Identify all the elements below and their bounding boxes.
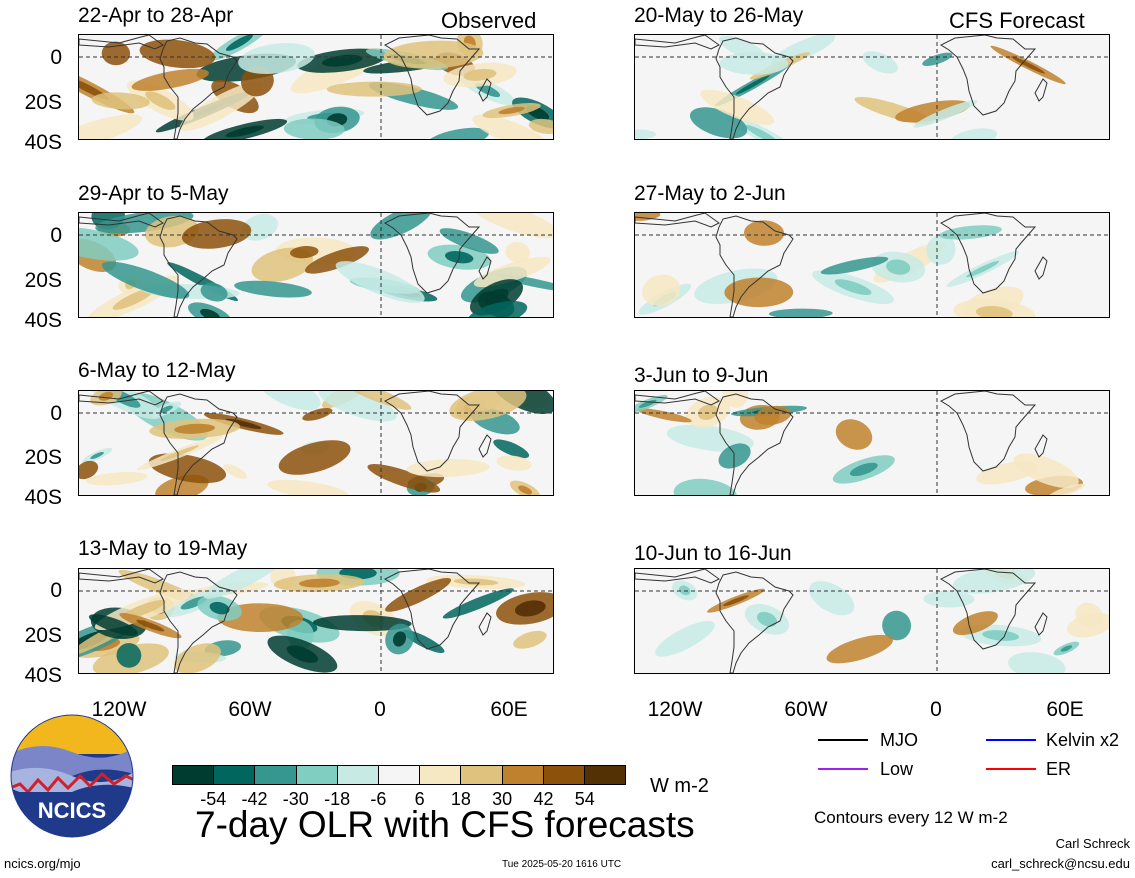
- observed-map-4: [78, 568, 554, 674]
- forecast-period-3: 3-Jun to 9-Jun: [634, 364, 769, 387]
- colorbar-swatch: [543, 766, 585, 784]
- observed-period-1: 22-Apr to 28-Apr: [78, 4, 234, 27]
- y-tick-40s: 40S: [24, 486, 62, 509]
- main-title: 7-day OLR with CFS forecasts: [195, 804, 695, 845]
- forecast-period-2: 27-May to 2-Jun: [634, 182, 786, 205]
- forecast-map-4: [634, 568, 1110, 674]
- forecast-map-1: [634, 34, 1110, 140]
- legend-label-kelvin: Kelvin x2: [1046, 730, 1120, 750]
- observed-period-2: 29-Apr to 5-May: [78, 182, 229, 205]
- y-tick-0: 0: [50, 402, 62, 425]
- observed-period-3: 6-May to 12-May: [78, 359, 236, 382]
- x-tick-120w: 120W: [647, 698, 703, 721]
- forecast-period-1: 20-May to 26-May: [634, 4, 804, 27]
- author: Carl Schreck: [1055, 836, 1130, 851]
- legend-label-mjo: MJO: [880, 730, 918, 750]
- x-tick-60w: 60W: [784, 698, 828, 721]
- y-tick-20s: 20S: [24, 91, 62, 114]
- legend-label-low: Low: [880, 759, 914, 779]
- y-tick-40s: 40S: [24, 664, 62, 687]
- website-link[interactable]: ncics.org/mjo: [4, 856, 81, 871]
- colorbar-label: 18: [450, 789, 471, 809]
- y-tick-40s: 40S: [24, 309, 62, 332]
- colorbar-swatch: [461, 766, 503, 784]
- colorbar-label: -54: [200, 789, 227, 809]
- colorbar-label: 42: [533, 789, 554, 809]
- colorbar-swatch: [255, 766, 297, 784]
- observed-map-2: [78, 212, 554, 318]
- x-tick-60e: 60E: [1046, 698, 1084, 721]
- observed-period-4: 13-May to 19-May: [78, 537, 248, 560]
- x-tick-60e: 60E: [490, 698, 528, 721]
- y-tick-20s: 20S: [24, 446, 62, 469]
- forecast-map-3: [634, 390, 1110, 496]
- legend-line-er: [986, 768, 1036, 770]
- colorbar-units: W m-2: [650, 775, 709, 797]
- author-email[interactable]: carl_schreck@ncsu.edu: [991, 856, 1130, 871]
- ncics-logo-text: NCICS: [38, 798, 106, 823]
- colorbar-label: -18: [324, 789, 351, 809]
- colorbar-swatch: [584, 766, 626, 784]
- observed-map-3: [78, 390, 554, 496]
- colorbar-swatch: [173, 766, 215, 784]
- ncics-logo[interactable]: NCICS: [10, 714, 134, 838]
- colorbar-label: 30: [492, 789, 513, 809]
- x-tick-0: 0: [930, 698, 942, 721]
- y-tick-0: 0: [50, 46, 62, 69]
- colorbar-swatch: [214, 766, 256, 784]
- colorbar-swatch: [296, 766, 338, 784]
- colorbar-label: 6: [414, 789, 425, 809]
- colorbar-swatch: [420, 766, 462, 784]
- colorbar-label: -6: [370, 789, 387, 809]
- colorbar-swatch: [337, 766, 379, 784]
- legend-line-mjo: [818, 739, 868, 741]
- legend-line-low: [818, 768, 868, 770]
- colorbar-swatch: [502, 766, 544, 784]
- forecast-map-2: [634, 212, 1110, 318]
- x-tick-0: 0: [374, 698, 386, 721]
- y-tick-20s: 20S: [24, 269, 62, 292]
- timestamp: Tue 2025-05-20 1616 UTC: [502, 859, 622, 870]
- observed-map-1: [78, 34, 554, 140]
- x-tick-60w: 60W: [228, 698, 272, 721]
- y-tick-40s: 40S: [24, 131, 62, 154]
- colorbar-label: -30: [282, 789, 309, 809]
- contours-note: Contours every 12 W m-2: [814, 808, 1008, 827]
- observed-header: Observed: [441, 8, 537, 33]
- forecast-header: CFS Forecast: [949, 8, 1085, 33]
- y-tick-0: 0: [50, 224, 62, 247]
- colorbar-swatch: [378, 766, 421, 784]
- colorbar: [172, 765, 626, 785]
- forecast-period-4: 10-Jun to 16-Jun: [634, 542, 792, 565]
- colorbar-label: -42: [241, 789, 268, 809]
- x-tick-120w: 120W: [91, 698, 147, 721]
- y-tick-0: 0: [50, 579, 62, 602]
- legend-label-er: ER: [1046, 759, 1072, 779]
- y-tick-20s: 20S: [24, 624, 62, 647]
- legend-line-kelvin: [986, 739, 1036, 741]
- colorbar-label: 54: [574, 789, 595, 809]
